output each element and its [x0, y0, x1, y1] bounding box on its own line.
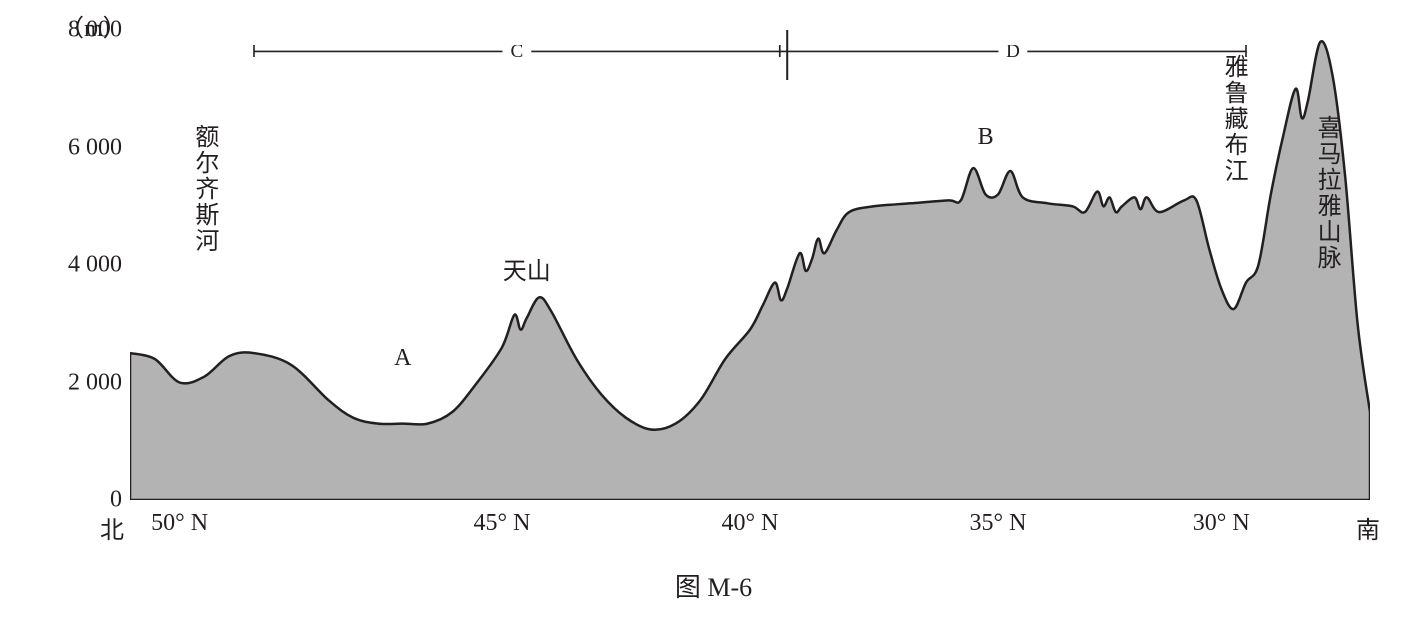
y-tick-label: 6 000	[68, 134, 122, 161]
elevation-profile-area	[130, 41, 1370, 500]
x-tick-label: 45° N	[474, 510, 531, 537]
annotation-himalaya: 喜马拉雅山脉	[1309, 115, 1344, 271]
y-tick-label: 8 000	[68, 17, 122, 44]
direction-south: 南	[1356, 510, 1380, 545]
region-brackets: C D	[130, 45, 1370, 65]
x-tick-label: 40° N	[722, 510, 779, 537]
figure-title: 图 M-6	[675, 567, 752, 604]
profile-svg	[130, 30, 1370, 500]
bracket-region-c: C	[254, 45, 780, 62]
x-axis: 北 南 50° N45° N40° N35° N30° N	[130, 510, 1370, 550]
plot-area: C D 额尔齐斯河 A 天山 B 雅鲁藏布江 喜马拉雅山脉	[130, 30, 1370, 500]
annotation-yarlung: 雅鲁藏布江	[1216, 54, 1251, 184]
x-tick-label: 30° N	[1193, 510, 1250, 537]
x-tick-label: 35° N	[970, 510, 1027, 537]
x-tick-label: 50° N	[151, 510, 208, 537]
annotation-tianshan: 天山	[503, 251, 551, 286]
direction-north: 北	[100, 510, 124, 545]
bracket-region-d: D	[780, 45, 1246, 62]
annotation-B: B	[978, 124, 994, 151]
annotation-irtysh: 额尔齐斯河	[187, 124, 222, 254]
annotation-A: A	[394, 345, 411, 372]
y-axis: 02 0004 0006 0008 000	[40, 20, 130, 510]
svg-text:C: C	[510, 45, 523, 62]
y-tick-label: 4 000	[68, 252, 122, 279]
elevation-profile-chart: （m） 02 0004 0006 0008 000 C D 额尔齐斯河A天山B雅…	[40, 20, 1390, 580]
svg-text:D: D	[1006, 45, 1020, 62]
y-tick-label: 2 000	[68, 369, 122, 396]
